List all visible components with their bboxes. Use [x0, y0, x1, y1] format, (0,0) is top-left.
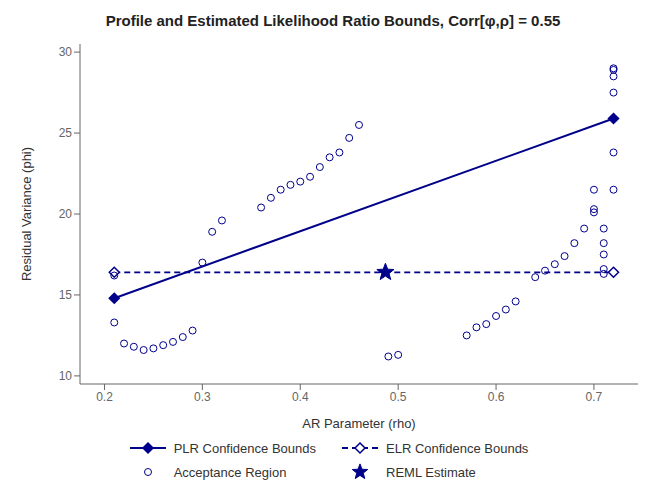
svg-text:AR Parameter (rho): AR Parameter (rho) — [302, 416, 415, 431]
svg-text:30: 30 — [59, 45, 73, 59]
svg-text:0.6: 0.6 — [488, 390, 505, 404]
svg-text:25: 25 — [59, 126, 73, 140]
svg-text:Residual Variance (phi): Residual Variance (phi) — [19, 147, 34, 281]
html-text:ELR Confidence Bounds: ELR Confidence Bounds — [386, 440, 529, 456]
html-text:Acceptance Region: Acceptance Region — [173, 464, 287, 480]
html-text:Profile and Estimated Likeliho: Profile and Estimated Likelihood Ratio B… — [105, 12, 561, 29]
html-text:PLR Confidence Bounds: PLR Confidence Bounds — [173, 440, 316, 456]
svg-text:0.7: 0.7 — [586, 390, 603, 404]
svg-text:0.4: 0.4 — [292, 390, 309, 404]
svg-text:15: 15 — [59, 288, 73, 302]
svg-text:20: 20 — [59, 207, 73, 221]
svg-text:0.5: 0.5 — [390, 390, 407, 404]
svg-text:10: 10 — [59, 369, 73, 383]
svg-text:0.2: 0.2 — [96, 390, 113, 404]
html-text:REML Estimate: REML Estimate — [386, 464, 476, 480]
svg-text:0.3: 0.3 — [194, 390, 211, 404]
